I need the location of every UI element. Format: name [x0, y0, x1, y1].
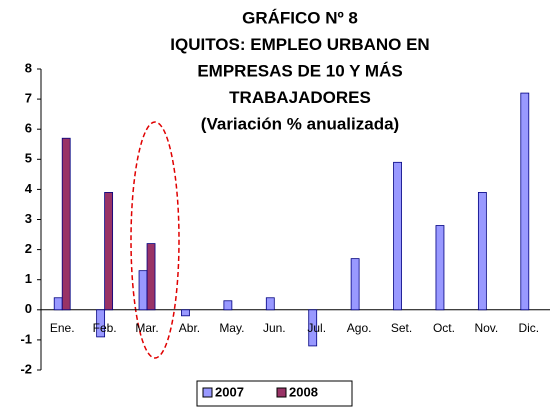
- chart-title: TRABAJADORES: [229, 88, 371, 107]
- x-tick-label: Jun.: [263, 321, 286, 335]
- bar: [435, 225, 445, 311]
- bar: [146, 243, 156, 311]
- bar: [520, 92, 530, 311]
- bar: [181, 309, 190, 317]
- bar: [477, 192, 487, 311]
- y-tick-label: 4: [25, 181, 33, 196]
- legend-swatch: [276, 387, 287, 398]
- bar: [61, 137, 71, 311]
- bar: [53, 297, 63, 311]
- y-tick-label: 8: [25, 60, 32, 75]
- legend-box: [196, 380, 353, 407]
- y-tick-label: 5: [25, 151, 32, 166]
- bar: [96, 309, 106, 338]
- y-tick-label: 0: [25, 301, 32, 316]
- x-tick-label: Dic.: [518, 321, 539, 335]
- x-tick-label: Feb.: [93, 321, 117, 335]
- y-tick-label: 3: [25, 211, 32, 226]
- y-tick-label: -2: [20, 361, 32, 376]
- x-tick-label: Abr.: [179, 321, 200, 335]
- legend-label: 2007: [215, 384, 244, 399]
- y-tick-label: 6: [25, 121, 32, 136]
- bar: [223, 300, 233, 311]
- chart-title: EMPRESAS DE 10 Y MÁS: [197, 61, 402, 80]
- x-tick-label: May.: [219, 321, 244, 335]
- legend-label: 2008: [289, 384, 318, 399]
- x-tick-label: Oct.: [433, 321, 455, 335]
- bar: [265, 297, 275, 311]
- x-tick-label: Nov.: [474, 321, 498, 335]
- x-tick-label: Ago.: [347, 321, 372, 335]
- y-tick-label: 7: [25, 91, 32, 106]
- chart-title: (Variación % anualizada): [201, 114, 399, 133]
- y-tick-label: 2: [25, 241, 32, 256]
- x-tick-label: Jul.: [307, 321, 326, 335]
- legend-swatch: [202, 387, 213, 398]
- y-tick-label: 1: [25, 271, 32, 286]
- x-tick-label: Ene.: [50, 321, 75, 335]
- x-tick-label: Set.: [391, 321, 412, 335]
- bar: [393, 161, 402, 311]
- chart-title: IQUITOS: EMPLEO URBANO EN: [170, 35, 429, 54]
- bar: [104, 192, 114, 311]
- y-tick-label: -1: [20, 331, 32, 346]
- bar: [350, 258, 360, 311]
- highlight-ellipse: [130, 121, 180, 359]
- bar: [308, 309, 318, 347]
- bar: [138, 270, 148, 311]
- chart-title: GRÁFICO Nº 8: [242, 8, 358, 27]
- x-tick-label: Mar.: [135, 321, 158, 335]
